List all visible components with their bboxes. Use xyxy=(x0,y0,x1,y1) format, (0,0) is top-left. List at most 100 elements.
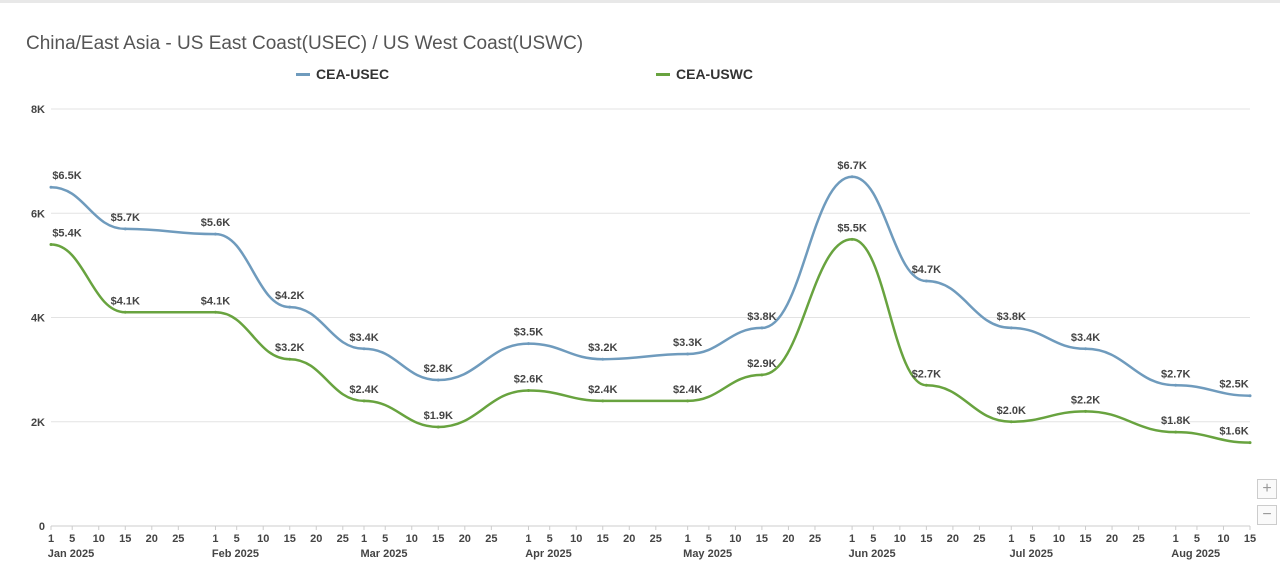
data-point-cea-usec xyxy=(1009,326,1013,330)
plus-icon: + xyxy=(1262,480,1272,497)
x-tick-label: 5 xyxy=(1194,533,1200,545)
data-label-cea-usec: $3.4K xyxy=(349,332,378,344)
x-tick-label: 5 xyxy=(69,533,75,545)
series-line-cea-usec xyxy=(49,175,1252,397)
x-tick-label: 15 xyxy=(756,533,768,545)
data-point-cea-usec xyxy=(1174,383,1178,387)
data-point-cea-usec xyxy=(288,305,292,309)
data-point-cea-uswc xyxy=(1084,409,1088,413)
data-point-cea-uswc xyxy=(760,373,764,377)
data-label-cea-uswc: $2.4K xyxy=(349,384,378,396)
data-point-cea-uswc xyxy=(362,399,366,403)
x-tick-label: 1 xyxy=(685,533,691,545)
series-line-cea-uswc xyxy=(49,238,1252,444)
x-tick-label: 25 xyxy=(485,533,497,545)
x-tick-label: 15 xyxy=(432,533,444,545)
y-tick-label: 8K xyxy=(31,104,45,116)
x-month-label: Feb 2025 xyxy=(212,548,259,560)
data-label-cea-uswc: $1.9K xyxy=(424,410,453,422)
data-label-cea-usec: $4.7K xyxy=(912,264,941,276)
data-label-cea-usec: $3.8K xyxy=(747,311,776,323)
data-point-cea-usec xyxy=(1248,394,1252,398)
data-label-cea-usec: $2.7K xyxy=(1161,368,1190,380)
x-tick-label: 5 xyxy=(870,533,876,545)
data-label-cea-uswc: $2.9K xyxy=(747,358,776,370)
x-month-label: Jun 2025 xyxy=(849,548,896,560)
legend-item-cea-uswc[interactable]: CEA-USWC xyxy=(656,66,753,82)
data-point-cea-uswc xyxy=(526,388,530,392)
x-tick-label: 15 xyxy=(1079,533,1091,545)
data-label-cea-uswc: $2.4K xyxy=(588,384,617,396)
x-tick-label: 20 xyxy=(782,533,794,545)
data-label-cea-usec: $3.5K xyxy=(514,327,543,339)
x-tick-label: 25 xyxy=(809,533,821,545)
data-point-cea-usec xyxy=(526,342,530,346)
data-label-cea-uswc: $2.4K xyxy=(673,384,702,396)
data-label-cea-uswc: $3.2K xyxy=(275,342,304,354)
x-tick-label: 25 xyxy=(1132,533,1144,545)
x-tick-label: 10 xyxy=(1053,533,1065,545)
x-month-label: Jul 2025 xyxy=(1010,548,1053,560)
x-month-label: Mar 2025 xyxy=(360,548,407,560)
x-month-label: May 2025 xyxy=(683,548,732,560)
data-point-cea-usec xyxy=(362,347,366,351)
x-tick-label: 15 xyxy=(284,533,296,545)
data-label-cea-usec: $6.7K xyxy=(837,160,866,172)
data-point-cea-uswc xyxy=(123,310,127,314)
data-label-cea-uswc: $4.1K xyxy=(111,295,140,307)
x-tick-label: 15 xyxy=(119,533,131,545)
x-tick-label: 25 xyxy=(337,533,349,545)
data-point-cea-uswc xyxy=(924,383,928,387)
data-label-cea-uswc: $4.1K xyxy=(201,295,230,307)
data-point-cea-uswc xyxy=(1009,420,1013,424)
legend-swatch-cea-usec xyxy=(296,72,310,76)
x-tick-label: 1 xyxy=(849,533,855,545)
x-tick-label: 10 xyxy=(406,533,418,545)
x-tick-label: 1 xyxy=(1008,533,1014,545)
data-point-cea-uswc xyxy=(1248,441,1252,445)
data-label-cea-usec: $3.2K xyxy=(588,342,617,354)
x-tick-label: 5 xyxy=(1029,533,1035,545)
y-tick-label: 4K xyxy=(31,313,45,325)
zoom-in-button[interactable]: + xyxy=(1257,479,1277,499)
x-tick-label: 25 xyxy=(650,533,662,545)
y-tick-label: 6K xyxy=(31,208,45,220)
minus-icon: − xyxy=(1262,506,1272,523)
data-point-cea-usec xyxy=(924,279,928,283)
data-point-cea-uswc xyxy=(850,237,854,241)
x-tick-label: 20 xyxy=(310,533,322,545)
data-label-cea-uswc: $2.7K xyxy=(912,368,941,380)
x-tick-label: 10 xyxy=(570,533,582,545)
y-tick-label: 2K xyxy=(31,417,45,429)
data-point-cea-usec xyxy=(760,326,764,330)
zoom-out-button[interactable]: − xyxy=(1257,505,1277,525)
data-point-cea-uswc xyxy=(436,425,440,429)
x-tick-label: 1 xyxy=(525,533,531,545)
x-tick-label: 20 xyxy=(459,533,471,545)
data-label-cea-usec: $5.7K xyxy=(111,212,140,224)
x-tick-label: 10 xyxy=(1217,533,1229,545)
x-tick-label: 15 xyxy=(597,533,609,545)
x-tick-label: 15 xyxy=(920,533,932,545)
data-point-cea-uswc xyxy=(288,357,292,361)
data-point-cea-usec xyxy=(49,185,53,189)
data-point-cea-uswc xyxy=(213,310,217,314)
x-tick-label: 5 xyxy=(234,533,240,545)
x-month-label: Aug 2025 xyxy=(1171,548,1220,560)
chart-title: China/East Asia - US East Coast(USEC) / … xyxy=(26,33,584,54)
data-point-cea-usec xyxy=(213,232,217,236)
data-point-cea-usec xyxy=(123,227,127,231)
legend-item-cea-usec[interactable]: CEA-USEC xyxy=(296,66,389,82)
data-label-cea-usec: $5.6K xyxy=(201,217,230,229)
x-tick-label: 15 xyxy=(1244,533,1256,545)
legend-swatch-cea-uswc xyxy=(656,72,670,76)
data-label-cea-uswc: $1.6K xyxy=(1219,426,1248,438)
x-tick-label: 5 xyxy=(382,533,388,545)
data-point-cea-uswc xyxy=(686,399,690,403)
data-point-cea-uswc xyxy=(1174,430,1178,434)
x-tick-label: 10 xyxy=(93,533,105,545)
x-month-label: Jan 2025 xyxy=(48,548,94,560)
x-tick-label: 25 xyxy=(973,533,985,545)
x-tick-label: 1 xyxy=(361,533,367,545)
